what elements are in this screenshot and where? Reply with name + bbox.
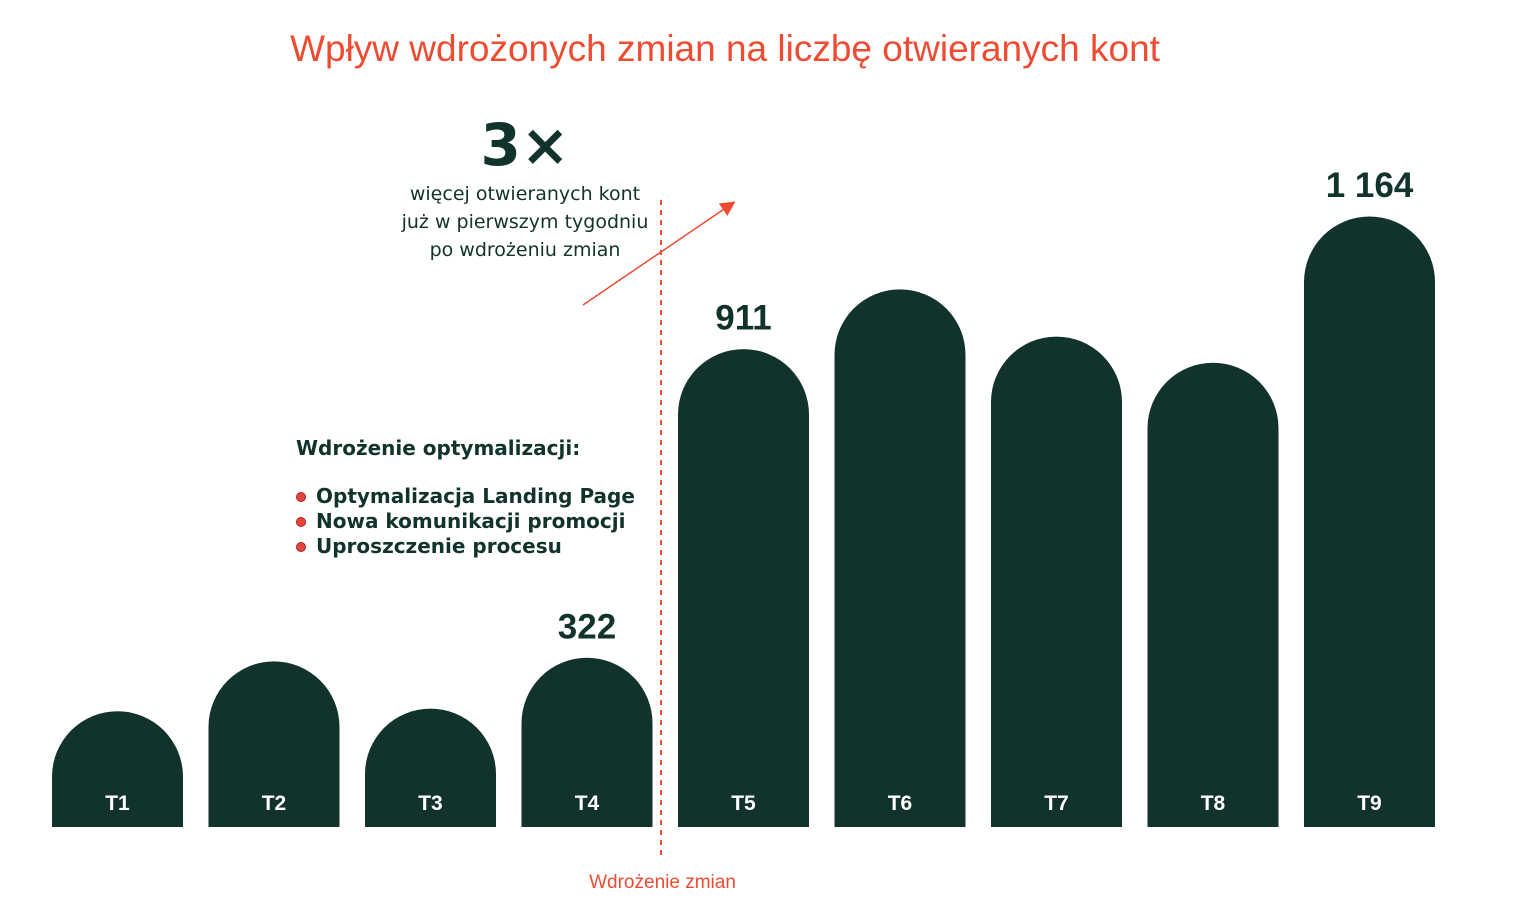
optimization-heading: Wdrożenie optymalizacji: (296, 436, 581, 460)
bar-t2 (208, 661, 340, 827)
value-label: 322 (558, 607, 616, 646)
optimization-item: Nowa komunikacji promocji (296, 509, 635, 534)
category-label: T5 (731, 792, 756, 815)
value-label: 1 164 (1326, 166, 1414, 205)
value-label: 911 (715, 299, 771, 338)
bar-t6 (834, 289, 966, 827)
bar-t1 (52, 711, 183, 827)
optimization-item: Optymalizacja Landing Page (296, 484, 635, 509)
growth-callout: 3× więcej otwieranych kont już w pierwsz… (380, 110, 670, 264)
optimization-item-label: Uproszczenie procesu (316, 534, 562, 558)
change-marker-label: Wdrożenie zmian (589, 872, 736, 893)
category-label: T8 (1201, 792, 1226, 815)
bar-t7 (991, 336, 1122, 827)
callout-line: więcej otwieranych kont (409, 183, 641, 205)
optimization-list: Wdrożenie optymalizacji: Optymalizacja L… (296, 436, 635, 559)
optimization-item: Uproszczenie procesu (296, 534, 635, 559)
bullet-icon (296, 491, 306, 502)
category-label: T7 (1044, 792, 1069, 815)
category-label: T4 (575, 792, 600, 815)
category-label: T1 (105, 792, 130, 815)
bar-t3 (365, 708, 496, 827)
callout-line: po wdrożeniu zmian (429, 239, 621, 261)
bullet-icon (296, 516, 306, 527)
category-label: T3 (418, 792, 443, 815)
optimization-item-label: Optymalizacja Landing Page (316, 484, 635, 508)
category-label: T6 (888, 792, 913, 815)
bullet-icon (296, 541, 306, 552)
category-label: T2 (262, 792, 287, 815)
category-label: T9 (1357, 792, 1382, 815)
callout-multiplier: 3× (480, 111, 570, 179)
bar-t5 (678, 349, 809, 827)
bar-t9 (1304, 216, 1435, 827)
trend-arrow-icon (582, 201, 736, 306)
callout-line: już w pierwszym tygodniu (401, 211, 649, 233)
bar-t8 (1147, 362, 1279, 827)
optimization-item-label: Nowa komunikacji promocji (316, 509, 626, 533)
bar-t4 (521, 657, 653, 827)
chart-title: Wpływ wdrożonych zmian na liczbę otwiera… (290, 28, 1160, 69)
